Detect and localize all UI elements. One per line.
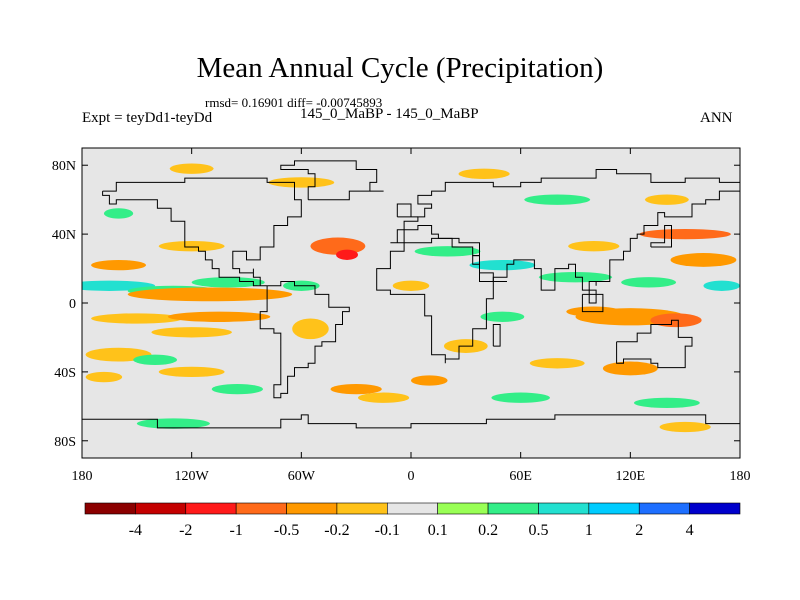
field-feature-20: [292, 318, 329, 340]
x-tick-label-4: 60E: [509, 469, 532, 484]
field-feature-6: [91, 313, 183, 324]
colorbar-box-10: [588, 502, 640, 515]
x-tick-label-1: 120W: [175, 469, 210, 484]
axis-ticks: 180 120W 60W 0 60E 120E 180 80N 40N 0 40S 80S: [52, 148, 751, 484]
colorbar-box-3: [235, 502, 287, 515]
colorbar-label-4: -0.2: [324, 522, 349, 539]
field-feature-14: [85, 371, 123, 383]
field-feature-44: [103, 208, 134, 219]
colorbar-box-1: [135, 502, 187, 515]
colorbar-box-9: [538, 502, 590, 515]
coastline-4: [376, 237, 507, 364]
colorbar-box-11: [638, 502, 690, 515]
field-feature-15: [169, 163, 214, 174]
colorbar-label-11: 4: [686, 522, 694, 539]
field-feature-26: [621, 277, 677, 288]
colorbar-box-8: [487, 502, 539, 515]
coastline-11: [650, 225, 672, 248]
coastline-2: [280, 160, 378, 201]
field-feature-11: [158, 366, 225, 378]
x-tick-label-3: 0: [408, 469, 415, 484]
precipitation-field: [82, 163, 740, 433]
case-label: 145_0_MaBP - 145_0_MaBP: [300, 106, 479, 122]
field-feature-34: [529, 358, 585, 369]
field-feature-4: [91, 259, 146, 271]
field-feature-42: [644, 194, 689, 205]
x-tick-label-0: 180: [72, 469, 93, 484]
map-background: [82, 148, 740, 458]
colorbar-label-5: -0.1: [375, 522, 400, 539]
y-tick-label-3: 40S: [54, 366, 76, 381]
colorbar-box-0: [84, 502, 136, 515]
coastline-3: [390, 169, 740, 304]
coastline-6: [82, 414, 740, 429]
field-feature-39: [491, 392, 550, 403]
field-feature-40: [524, 194, 591, 205]
field-feature-27: [568, 241, 620, 252]
coastline-10: [581, 293, 604, 313]
field-feature-2: [191, 277, 265, 288]
field-feature-35: [602, 361, 658, 376]
season-label: ANN: [700, 110, 733, 126]
colorbar-label-7: 0.2: [478, 522, 498, 539]
colorbar-box-2: [185, 502, 237, 515]
field-feature-10: [133, 354, 178, 366]
chart-title: Mean Annual Cycle (Precipitation): [196, 52, 604, 84]
y-tick-label-0: 80N: [52, 159, 76, 174]
experiment-label: Expt = teyDd1-teyDd: [82, 110, 213, 126]
colorbar-label-6: 0.1: [428, 522, 448, 539]
field-feature-46: [411, 375, 448, 386]
stats-subtitle: rmsd= 0.16901 diff= -0.00745893: [205, 95, 383, 110]
field-feature-22: [357, 392, 410, 403]
colorbar-label-2: -1: [229, 522, 242, 539]
colorbar-label-9: 1: [585, 522, 593, 539]
coastlines: [82, 160, 740, 429]
x-tick-label-2: 60W: [288, 469, 316, 484]
colorbar-box-5: [336, 502, 388, 515]
y-tick-label-2: 0: [69, 297, 76, 312]
x-tick-label-6: 180: [730, 469, 751, 484]
colorbar-label-1: -2: [179, 522, 192, 539]
coastline-1: [259, 281, 350, 399]
colorbar-box-12: [689, 502, 741, 515]
colorbar-label-3: -0.5: [274, 522, 299, 539]
colorbar-box-4: [286, 502, 338, 515]
field-feature-29: [670, 253, 737, 267]
coastline-8: [396, 203, 418, 218]
field-feature-45: [392, 280, 430, 291]
coastline-7: [492, 324, 501, 347]
x-tick-label-5: 120E: [616, 469, 646, 484]
field-feature-5: [158, 241, 225, 252]
field-feature-16: [268, 177, 335, 188]
coastline-5: [616, 319, 693, 369]
field-feature-30: [703, 280, 740, 291]
colorbar-label-0: -4: [129, 522, 142, 539]
y-tick-label-4: 80S: [54, 435, 76, 450]
field-feature-12: [211, 383, 263, 395]
colorbar-box-6: [387, 502, 438, 515]
field-feature-28: [639, 228, 731, 240]
y-tick-label-1: 40N: [52, 228, 76, 243]
colorbar-label-10: 2: [635, 522, 643, 539]
colorbar-box-7: [437, 502, 489, 515]
field-feature-8: [151, 327, 232, 338]
colorbar: -4 -2 -1 -0.5 -0.2 -0.1 0.1 0.2 0.5 1 2 4: [84, 502, 741, 539]
field-feature-36: [633, 397, 700, 409]
field-feature-23: [414, 246, 481, 257]
field-feature-41: [458, 168, 510, 179]
coastline-0: [102, 177, 302, 287]
field-feature-18: [336, 249, 358, 260]
field-feature-13: [136, 418, 210, 429]
field-feature-21: [330, 383, 382, 395]
field-feature-37: [480, 311, 525, 322]
field-feature-24: [469, 259, 536, 271]
colorbar-label-8: 0.5: [528, 522, 548, 539]
field-feature-7: [167, 311, 271, 322]
field-feature-3: [127, 287, 293, 302]
field-feature-43: [659, 421, 711, 433]
